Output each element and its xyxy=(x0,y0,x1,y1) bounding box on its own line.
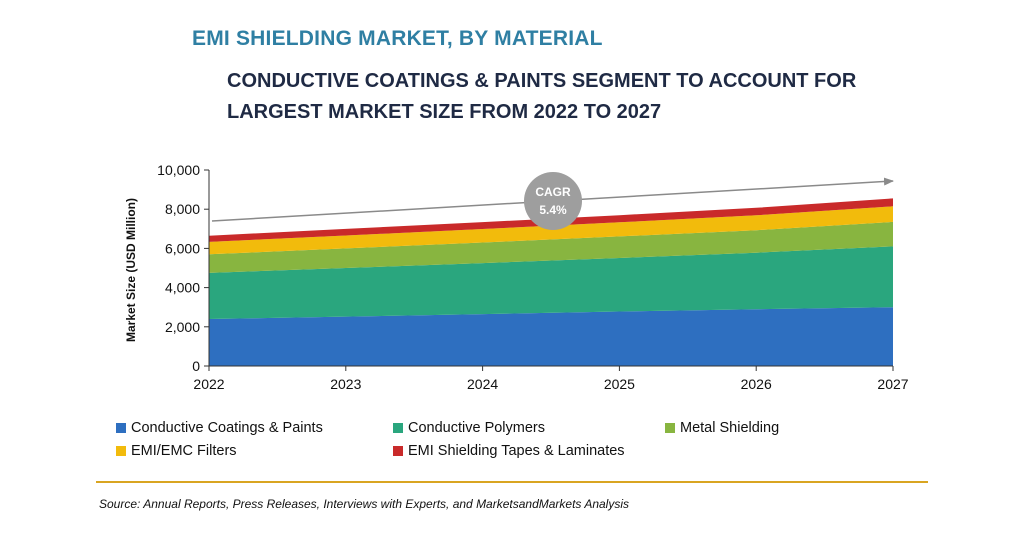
area-series-3 xyxy=(209,221,893,273)
legend-swatch xyxy=(665,423,675,433)
legend-swatch xyxy=(393,423,403,433)
y-tick-label: 6,000 xyxy=(165,240,200,256)
footer-divider xyxy=(96,481,928,483)
x-tick-group: 2022 2023 2024 2025 2026 2027 xyxy=(193,366,909,392)
x-tick-label: 2023 xyxy=(330,376,361,392)
area-series-4 xyxy=(209,206,893,255)
legend-item-metal-shielding: Metal Shielding xyxy=(665,420,779,436)
legend-swatch xyxy=(116,446,126,456)
legend-swatch xyxy=(116,423,126,433)
x-tick-label: 2022 xyxy=(193,376,224,392)
x-tick-label: 2024 xyxy=(467,376,498,392)
legend-label: Conductive Polymers xyxy=(408,420,545,436)
legend-item-conductive-polymers: Conductive Polymers xyxy=(393,420,545,436)
x-tick-label: 2026 xyxy=(741,376,772,392)
legend-swatch xyxy=(393,446,403,456)
y-tick-label: 10,000 xyxy=(157,162,200,178)
cagr-value: 5.4% xyxy=(539,203,567,217)
stacked-area-chart: 0 2,000 4,000 6,000 8,000 10,000 2022 2023 2024… xyxy=(124,162,909,392)
cagr-label: CAGR xyxy=(535,185,571,199)
legend-label: EMI Shielding Tapes & Laminates xyxy=(408,443,625,459)
legend-item-emi-shielding-tapes: EMI Shielding Tapes & Laminates xyxy=(393,443,625,459)
legend-label: EMI/EMC Filters xyxy=(131,443,237,459)
source-note: Source: Annual Reports, Press Releases, … xyxy=(99,497,630,511)
legend-label: Metal Shielding xyxy=(680,420,780,436)
y-tick-label: 0 xyxy=(192,358,200,374)
y-tick-label: 8,000 xyxy=(165,201,200,217)
cagr-badge xyxy=(524,172,582,230)
y-tick-group: 0 2,000 4,000 6,000 8,000 10,000 xyxy=(157,162,209,374)
y-axis-title: Market Size (USD Million) xyxy=(124,198,138,342)
y-tick-label: 2,000 xyxy=(165,319,200,335)
chart-title: EMI SHIELDING MARKET, BY MATERIAL xyxy=(192,27,603,50)
y-tick-label: 4,000 xyxy=(165,280,200,296)
legend-item-emi-emc-filters: EMI/EMC Filters xyxy=(116,443,237,459)
legend-item-conductive-coatings: Conductive Coatings & Paints xyxy=(116,420,323,436)
area-series-2 xyxy=(209,246,893,319)
area-series-1 xyxy=(209,307,893,366)
x-tick-label: 2025 xyxy=(604,376,635,392)
x-tick-label: 2027 xyxy=(877,376,908,392)
legend-label: Conductive Coatings & Paints xyxy=(131,420,323,436)
chart-subtitle: CONDUCTIVE COATINGS & PAINTS SEGMENT TO … xyxy=(227,70,857,123)
